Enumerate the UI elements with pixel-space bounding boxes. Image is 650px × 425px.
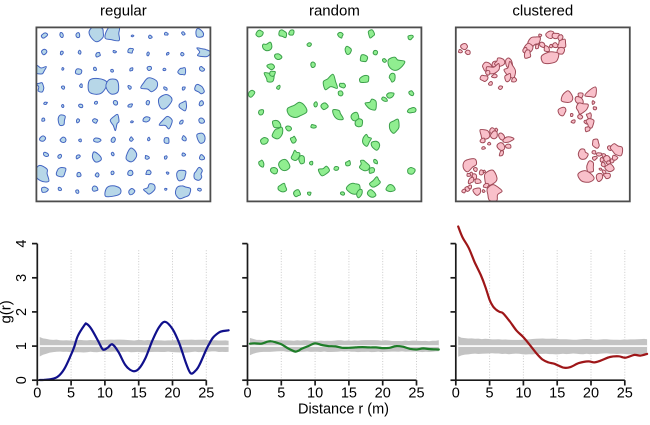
svg-text:0: 0: [243, 385, 251, 401]
svg-text:25: 25: [617, 385, 633, 401]
svg-text:1: 1: [14, 342, 30, 350]
svg-text:10: 10: [307, 385, 323, 401]
svg-text:10: 10: [97, 385, 113, 401]
svg-text:Distance r (m): Distance r (m): [298, 402, 389, 418]
svg-text:20: 20: [164, 385, 180, 401]
svg-text:0: 0: [14, 376, 30, 384]
svg-text:random: random: [309, 3, 360, 20]
svg-text:15: 15: [549, 385, 565, 401]
svg-text:regular: regular: [100, 3, 147, 20]
svg-text:4: 4: [14, 240, 30, 248]
svg-text:10: 10: [515, 385, 531, 401]
svg-text:5: 5: [486, 385, 494, 401]
svg-text:20: 20: [583, 385, 599, 401]
svg-text:2: 2: [14, 308, 30, 316]
svg-text:20: 20: [375, 385, 391, 401]
svg-text:15: 15: [341, 385, 357, 401]
svg-text:3: 3: [14, 274, 30, 282]
svg-text:g(r): g(r): [0, 300, 15, 323]
svg-text:0: 0: [452, 385, 460, 401]
svg-text:5: 5: [67, 385, 75, 401]
svg-text:0: 0: [33, 385, 41, 401]
svg-text:5: 5: [277, 385, 285, 401]
svg-text:clustered: clustered: [512, 3, 573, 20]
svg-text:15: 15: [131, 385, 147, 401]
svg-text:25: 25: [408, 385, 424, 401]
svg-text:25: 25: [198, 385, 214, 401]
